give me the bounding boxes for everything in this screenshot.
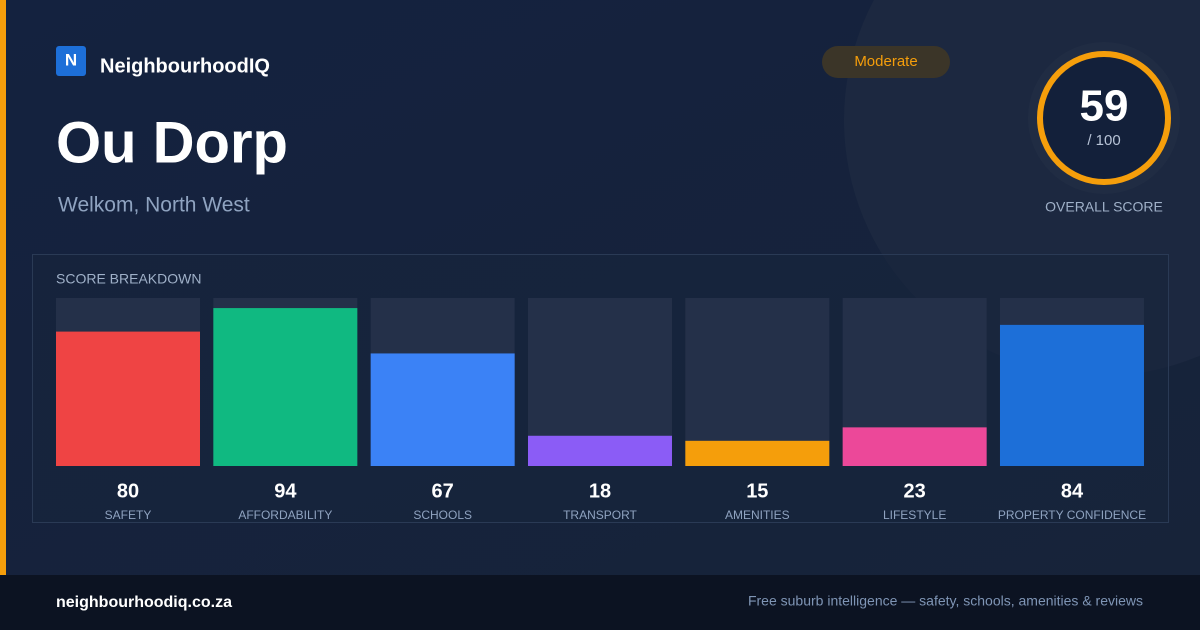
bar <box>999 324 1144 466</box>
score-ring <box>1037 51 1171 185</box>
category-label: SCHOOLS <box>413 508 472 522</box>
bar <box>527 435 672 466</box>
category-label: TRANSPORT <box>563 508 637 522</box>
chart-title: SCORE BREAKDOWN <box>56 271 201 287</box>
subtitle: Welkom, North West <box>58 194 250 217</box>
category-label: AMENITIES <box>725 508 790 522</box>
category-label: LIFESTYLE <box>883 508 946 522</box>
category-label: PROPERTY CONFIDENCE <box>998 508 1146 522</box>
logo <box>56 46 86 76</box>
footer <box>0 575 1200 630</box>
rating-badge <box>822 46 950 78</box>
brand: NeighbourhoodIQ <box>100 55 270 77</box>
bar <box>56 331 200 466</box>
value-label: 84 <box>1061 480 1084 502</box>
bar-track <box>685 298 830 466</box>
logo-letter: N <box>65 50 77 69</box>
bar <box>370 353 515 466</box>
overall-max: / 100 <box>1087 132 1120 149</box>
value-label: 18 <box>589 480 611 502</box>
value-label: 67 <box>432 480 454 502</box>
category-label: SAFETY <box>105 508 152 522</box>
category-label: AFFORDABILITY <box>238 508 332 522</box>
rating: Moderate <box>854 53 917 70</box>
bar <box>213 308 358 466</box>
value-label: 15 <box>746 480 768 502</box>
accent-bar <box>0 0 6 575</box>
value-label: 80 <box>117 480 139 502</box>
bar <box>842 427 987 466</box>
bar <box>685 440 830 466</box>
value-label: 23 <box>904 480 926 502</box>
overall-label: OVERALL SCORE <box>1045 199 1163 215</box>
footer-tagline: Free suburb intelligence — safety, schoo… <box>748 593 1143 609</box>
footer-site: neighbourhoodiq.co.za <box>56 594 232 611</box>
value-label: 94 <box>274 480 297 502</box>
overall-score: 59 <box>1080 82 1129 131</box>
title: Ou Dorp <box>56 110 288 175</box>
